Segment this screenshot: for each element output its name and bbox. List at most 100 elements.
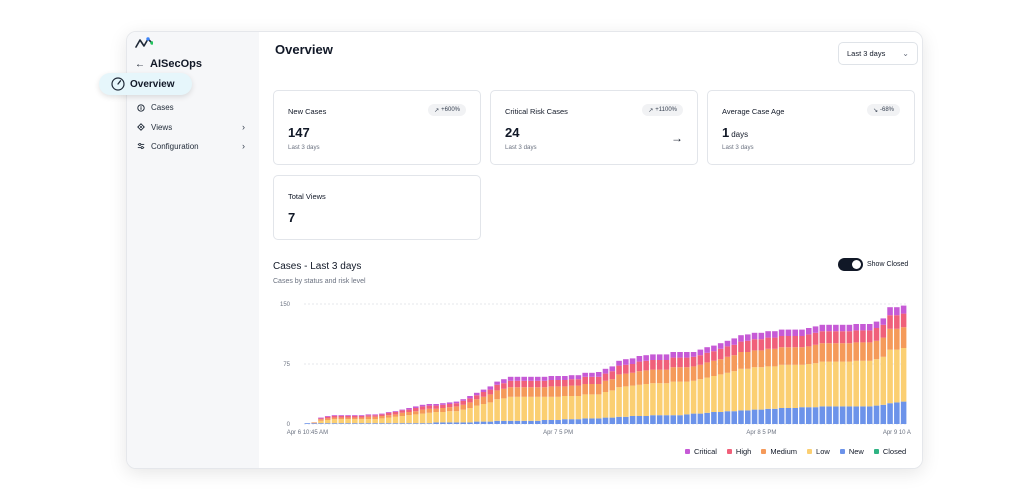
bar-segment-new[interactable] — [609, 417, 616, 424]
bar-segment-critical[interactable] — [541, 376, 548, 381]
bar-segment-low[interactable] — [501, 398, 507, 421]
bar-segment-critical[interactable] — [805, 328, 812, 335]
bar-segment-critical[interactable] — [772, 331, 778, 338]
bar-segment-critical[interactable] — [379, 413, 385, 415]
bar-segment-new[interactable] — [480, 421, 487, 424]
bar-segment-critical[interactable] — [473, 392, 480, 396]
bar-segment-low[interactable] — [650, 383, 656, 416]
bar-segment-high[interactable] — [839, 331, 846, 344]
bar-segment-low[interactable] — [467, 408, 473, 423]
bar-segment-new[interactable] — [521, 420, 527, 424]
bar-segment-new[interactable] — [528, 420, 534, 424]
bar-segment-low[interactable] — [887, 349, 893, 404]
bar-segment-low[interactable] — [663, 383, 670, 416]
bar-segment-new[interactable] — [751, 409, 758, 424]
bar-segment-critical[interactable] — [616, 360, 622, 366]
total-views-card[interactable]: Total Views 7 — [273, 175, 481, 240]
bar-segment-low[interactable] — [352, 419, 358, 424]
critical-risk-cases-card[interactable]: Critical Risk Cases ↗ +1100% 24 Last 3 d… — [490, 90, 698, 165]
bar-segment-medium[interactable] — [528, 387, 534, 397]
bar-segment-critical[interactable] — [751, 332, 758, 340]
bar-segment-new[interactable] — [324, 423, 331, 424]
legend-item-closed[interactable]: Closed — [873, 447, 906, 456]
bar-segment-medium[interactable] — [534, 387, 541, 397]
bar-segment-medium[interactable] — [616, 374, 622, 388]
bar-segment-medium[interactable] — [880, 337, 887, 357]
bar-segment-low[interactable] — [697, 379, 704, 414]
bar-segment-medium[interactable] — [826, 343, 832, 362]
bar-segment-medium[interactable] — [331, 417, 338, 420]
bar-segment-high[interactable] — [480, 392, 487, 397]
bar-segment-critical[interactable] — [582, 372, 588, 377]
bar-segment-high[interactable] — [318, 418, 324, 420]
bar-segment-low[interactable] — [379, 418, 385, 424]
bar-segment-medium[interactable] — [440, 408, 446, 412]
bar-segment-high[interactable] — [534, 380, 541, 388]
bar-segment-new[interactable] — [826, 406, 832, 424]
bar-segment-medium[interactable] — [711, 360, 717, 376]
bar-segment-critical[interactable] — [731, 338, 738, 345]
bar-segment-low[interactable] — [365, 419, 372, 424]
bar-segment-high[interactable] — [379, 414, 385, 416]
bar-segment-low[interactable] — [399, 416, 406, 424]
bar-segment-new[interactable] — [460, 422, 466, 424]
bar-segment-critical[interactable] — [338, 415, 345, 416]
bar-segment-critical[interactable] — [704, 347, 710, 353]
bar-segment-low[interactable] — [724, 372, 731, 412]
bar-segment-new[interactable] — [866, 406, 873, 424]
bar-segment-critical[interactable] — [799, 329, 805, 336]
bar-segment-low[interactable] — [629, 385, 636, 416]
bar-segment-critical[interactable] — [745, 334, 751, 341]
bar-segment-medium[interactable] — [684, 367, 690, 382]
bar-segment-medium[interactable] — [650, 369, 656, 384]
bar-segment-medium[interactable] — [480, 396, 487, 404]
bar-segment-low[interactable] — [514, 396, 521, 421]
bar-segment-low[interactable] — [826, 361, 832, 407]
bar-segment-low[interactable] — [324, 420, 331, 424]
bar-segment-new[interactable] — [887, 403, 893, 424]
bar-segment-medium[interactable] — [419, 409, 426, 414]
bar-segment-new[interactable] — [894, 402, 900, 424]
bar-segment-low[interactable] — [426, 412, 433, 424]
bar-segment-high[interactable] — [440, 404, 446, 408]
bar-segment-high[interactable] — [670, 357, 677, 368]
bar-segment-medium[interactable] — [677, 367, 683, 382]
bar-segment-high[interactable] — [616, 365, 622, 375]
bar-segment-medium[interactable] — [656, 369, 663, 384]
bar-segment-low[interactable] — [507, 396, 514, 421]
bar-segment-medium[interactable] — [595, 384, 602, 395]
bar-segment-new[interactable] — [473, 421, 480, 424]
bar-segment-high[interactable] — [507, 380, 514, 388]
bar-segment-critical[interactable] — [623, 359, 629, 365]
toggle-switch[interactable] — [838, 258, 863, 271]
bar-segment-new[interactable] — [602, 417, 609, 424]
legend-item-medium[interactable]: Medium — [761, 447, 797, 456]
bar-segment-high[interactable] — [385, 412, 392, 416]
bar-segment-new[interactable] — [345, 423, 351, 424]
bar-segment-high[interactable] — [358, 416, 365, 418]
bar-segment-new[interactable] — [900, 401, 907, 424]
bar-segment-critical[interactable] — [514, 376, 521, 381]
bar-segment-new[interactable] — [684, 414, 690, 424]
bar-segment-new[interactable] — [595, 418, 602, 424]
bar-segment-critical[interactable] — [663, 354, 670, 360]
bar-segment-new[interactable] — [304, 423, 311, 424]
bar-segment-critical[interactable] — [677, 352, 683, 358]
bar-segment-critical[interactable] — [575, 375, 582, 380]
bar-segment-high[interactable] — [446, 404, 453, 408]
bar-segment-medium[interactable] — [501, 388, 507, 399]
bar-segment-medium[interactable] — [446, 407, 453, 412]
bar-segment-critical[interactable] — [656, 354, 663, 360]
bar-segment-high[interactable] — [365, 415, 372, 417]
bar-segment-new[interactable] — [656, 415, 663, 424]
bar-segment-new[interactable] — [704, 412, 710, 424]
bar-segment-low[interactable] — [751, 367, 758, 410]
bar-segment-medium[interactable] — [473, 399, 480, 406]
bar-segment-high[interactable] — [602, 373, 609, 381]
bar-segment-medium[interactable] — [372, 416, 378, 420]
bar-segment-critical[interactable] — [738, 335, 744, 342]
bar-segment-new[interactable] — [440, 422, 446, 424]
bar-segment-critical[interactable] — [860, 324, 866, 331]
bar-segment-low[interactable] — [677, 381, 683, 416]
bar-segment-critical[interactable] — [853, 324, 859, 331]
